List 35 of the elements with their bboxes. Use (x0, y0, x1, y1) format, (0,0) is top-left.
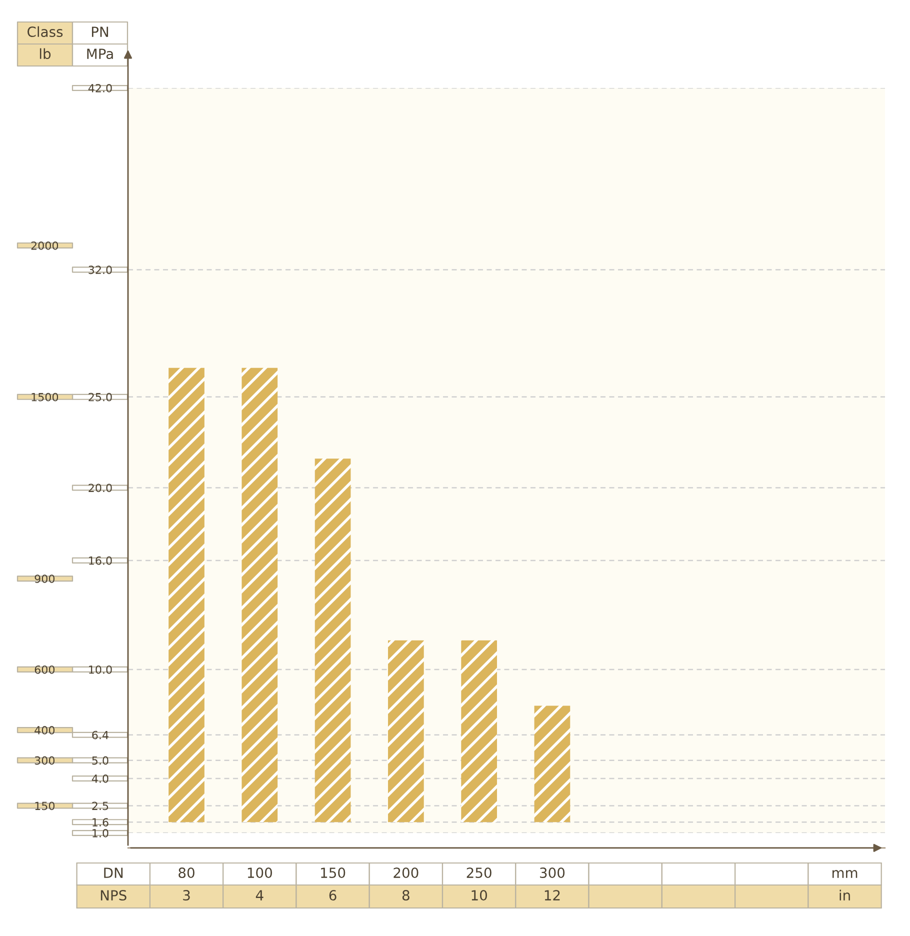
y-tick-label: 10.0 (89, 665, 112, 674)
bar (388, 640, 424, 822)
y-tick-label: 1.0 (92, 828, 108, 838)
y-tick-label: 6.4 (92, 730, 108, 740)
x-tick-label: 100 4 (248, 868, 272, 900)
x-tick-label: 80 3 (178, 868, 194, 901)
x-tick-label: 250 10 (466, 868, 492, 901)
y-tick-label: 5.0 (92, 756, 108, 765)
y2-tick-label: 1500 (32, 392, 58, 402)
y2-tick-label: 2000 (31, 241, 58, 250)
y-tick-label: 42.0 (88, 84, 112, 92)
bar (242, 368, 278, 822)
x-tick-label: 300 12 (540, 868, 565, 900)
y-tick-label: 4.0 (92, 774, 108, 783)
y2-tick-label: 150 (35, 802, 55, 810)
bar (461, 640, 497, 822)
y-tick-label: 25.0 (88, 392, 112, 402)
x-axis-title: DN NPS (100, 868, 126, 901)
y2-tick-label: 400 (34, 726, 55, 734)
y2-tick-label: 900 (34, 574, 55, 583)
y2-tick-label: 600 (34, 665, 55, 674)
y-tick-label: 32.0 (88, 266, 112, 274)
bar (534, 706, 570, 822)
y-tick-label: 20.0 (88, 484, 112, 492)
y2-tick-label: 300 (34, 756, 55, 765)
text: mm in (832, 870, 858, 900)
y-axis-title: PN MPa (87, 26, 113, 60)
y2-axis-title: Class lb (28, 26, 63, 60)
bar (168, 368, 204, 822)
x-tick-label: 150 6 (321, 868, 346, 901)
bar (314, 458, 351, 822)
x-tick-label: 200 8 (394, 868, 418, 901)
y-tick-label: 1.6 (92, 818, 108, 826)
y-tick-label: 2.5 (92, 802, 108, 810)
y-tick-label: 16.0 (89, 556, 112, 565)
